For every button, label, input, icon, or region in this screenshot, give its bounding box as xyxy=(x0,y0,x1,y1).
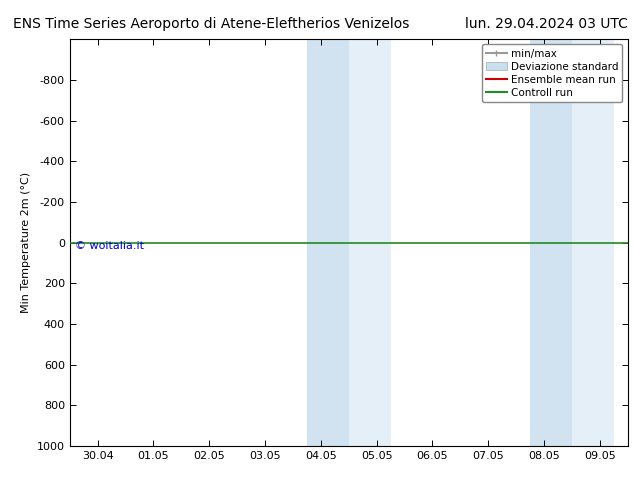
Y-axis label: Min Temperature 2m (°C): Min Temperature 2m (°C) xyxy=(22,172,31,313)
Text: lun. 29.04.2024 03 UTC: lun. 29.04.2024 03 UTC xyxy=(465,17,628,31)
Text: © woitalia.it: © woitalia.it xyxy=(75,241,145,250)
Bar xyxy=(307,39,349,446)
Bar xyxy=(572,39,614,446)
Text: ENS Time Series Aeroporto di Atene-Eleftherios Venizelos: ENS Time Series Aeroporto di Atene-Eleft… xyxy=(13,17,409,31)
Bar xyxy=(349,39,391,446)
Bar xyxy=(530,39,572,446)
Legend: min/max, Deviazione standard, Ensemble mean run, Controll run: min/max, Deviazione standard, Ensemble m… xyxy=(482,45,623,102)
